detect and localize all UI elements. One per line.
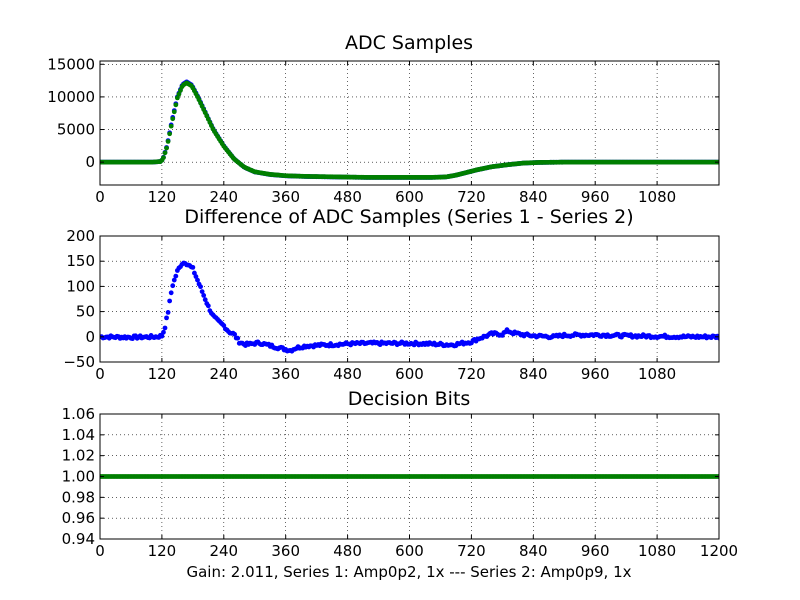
tick-label-x-adc-samples: 360	[271, 188, 300, 206]
tick-label-y-difference: 150	[66, 252, 95, 270]
tick-label-x-adc-samples: 480	[333, 188, 362, 206]
tick-label-x-decision-bits: 1200	[700, 542, 738, 560]
data-point	[168, 290, 174, 296]
tick-label-x-adc-samples: 240	[209, 188, 238, 206]
tick-label-y-difference: 0	[85, 328, 95, 346]
tick-label-x-difference: 600	[395, 365, 424, 383]
data-point	[170, 283, 176, 289]
tick-label-x-adc-samples: 600	[395, 188, 424, 206]
tick-label-x-difference: 120	[148, 365, 177, 383]
subplot-decision-bits: Decision Bits 0 120 240 360 480 600 720 840 960 1…	[62, 388, 739, 560]
tick-label-x-adc-samples: 720	[457, 188, 486, 206]
tick-label-y-decision-bits: 1.02	[62, 447, 95, 465]
tick-label-x-decision-bits: 240	[209, 542, 238, 560]
tick-label-x-difference: 360	[271, 365, 300, 383]
data-point	[235, 335, 241, 341]
data-point	[171, 109, 177, 115]
tick-label-y-decision-bits: 1.04	[62, 426, 95, 444]
tick-label-x-adc-samples: 960	[581, 188, 610, 206]
ticks-difference: 0 120 240 360 480 600 720 840 960 1080−5005010015…	[63, 227, 719, 383]
data-point	[161, 329, 166, 335]
data-point	[174, 95, 180, 101]
tick-label-x-difference: 720	[457, 365, 486, 383]
data-point	[161, 155, 166, 161]
ticks-decision-bits: 0 120 240 360 480 600 720 840 960 1080 1200 0.94 0.9…	[62, 405, 739, 560]
data-point	[162, 325, 168, 331]
tick-label-y-adc-samples: 15000	[47, 55, 95, 73]
tick-label-y-adc-samples: 10000	[47, 88, 95, 106]
tick-label-y-adc-samples: 0	[85, 153, 95, 171]
data-point	[165, 309, 171, 315]
tick-label-x-decision-bits: 480	[333, 542, 362, 560]
tick-label-y-decision-bits: 1.00	[62, 468, 95, 486]
data-difference	[100, 260, 719, 354]
tick-label-x-decision-bits: 840	[519, 542, 548, 560]
tick-label-x-adc-samples: 0	[95, 188, 105, 206]
data-point	[167, 131, 173, 137]
data-point	[190, 264, 196, 270]
tick-label-y-decision-bits: 1.06	[62, 405, 95, 423]
tick-label-y-decision-bits: 0.94	[62, 530, 95, 548]
tick-label-x-decision-bits: 600	[395, 542, 424, 560]
data-decision-bits	[100, 474, 719, 479]
data-point	[167, 298, 173, 304]
data-point	[173, 273, 179, 279]
tick-label-x-decision-bits: 720	[457, 542, 486, 560]
data-point	[199, 289, 205, 294]
data-point	[164, 315, 169, 321]
series-decision-bits-1	[100, 474, 719, 479]
tick-label-y-decision-bits: 0.96	[62, 509, 95, 527]
data-point	[195, 277, 200, 283]
series-difference-1	[100, 260, 719, 354]
tick-label-y-difference: 200	[66, 227, 95, 245]
subplot-difference: Difference of ADC Samples (Series 1 - Se…	[63, 206, 720, 383]
data-point	[164, 145, 169, 151]
grid-adc-samples	[99, 61, 719, 185]
tick-label-x-difference: 1080	[638, 365, 676, 383]
data-point	[170, 116, 176, 122]
tick-label-x-adc-samples: 1080	[638, 188, 676, 206]
data-point	[159, 333, 165, 339]
tick-label-x-decision-bits: 360	[271, 542, 300, 560]
data-point	[193, 274, 199, 279]
tick-label-y-difference: −50	[63, 353, 95, 371]
tick-label-x-difference: 840	[519, 365, 548, 383]
subplot-difference-title: Difference of ADC Samples (Series 1 - Se…	[184, 206, 633, 228]
data-point	[165, 139, 171, 144]
data-point	[168, 123, 174, 129]
data-point	[176, 91, 182, 97]
axes-frame-adc-samples	[99, 60, 720, 186]
tick-label-x-adc-samples: 120	[148, 188, 177, 206]
data-point	[162, 150, 168, 156]
tick-label-x-difference: 240	[209, 365, 238, 383]
data-point	[201, 293, 207, 298]
ticks-adc-samples: 0 120 240 360 480 600 720 840 960 1080 0 5000 10000 1…	[47, 55, 719, 206]
subplot-adc-samples-title: ADC Samples	[345, 32, 473, 54]
tick-label-x-decision-bits: 960	[581, 542, 610, 560]
tick-label-x-decision-bits: 0	[95, 542, 105, 560]
data-point	[198, 284, 203, 290]
data-adc-samples	[100, 79, 719, 180]
subplot-decision-bits-title: Decision Bits	[348, 388, 471, 410]
series-adc-samples-2	[100, 80, 719, 180]
tick-label-x-difference: 960	[581, 365, 610, 383]
subplot-adc-samples: ADC Samples 0 120 240 360 480 600 720 840 960 108…	[47, 32, 720, 206]
data-point	[171, 277, 177, 283]
tick-label-x-difference: 0	[95, 365, 105, 383]
tick-label-y-difference: 50	[76, 303, 95, 321]
data-point	[178, 88, 183, 93]
tick-label-x-difference: 480	[333, 365, 362, 383]
data-point	[232, 331, 238, 337]
data-point	[205, 303, 211, 309]
tick-label-y-adc-samples: 5000	[57, 121, 95, 139]
tick-label-x-decision-bits: 1080	[638, 542, 676, 560]
tick-label-y-decision-bits: 0.98	[62, 488, 95, 506]
figure-caption: Gain: 2.011, Series 1: Amp0p2, 1x --- Se…	[186, 563, 631, 581]
tick-label-x-decision-bits: 120	[148, 542, 177, 560]
data-point	[202, 297, 208, 303]
tick-label-x-adc-samples: 840	[519, 188, 548, 206]
data-point	[173, 102, 179, 108]
tick-label-y-difference: 100	[66, 277, 95, 295]
